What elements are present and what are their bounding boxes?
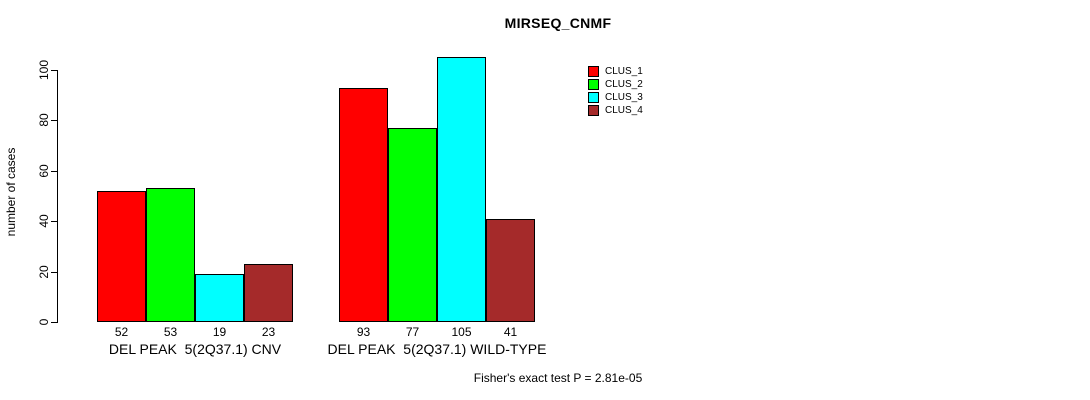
bar-value-label: 93 [356,325,371,339]
bar-clus_3-group-1 [195,274,244,322]
legend-color-swatch [588,105,599,116]
legend-item: CLUS_1 [588,66,643,77]
y-tick [51,221,57,222]
chart-title: MIRSEQ_CNMF [504,15,612,31]
y-tick [51,272,57,273]
y-tick [51,322,57,323]
bar-clus_4-group-2 [486,219,535,322]
y-axis-title: number of cases [4,147,18,237]
y-tick [51,120,57,121]
bar-clus_1-group-2 [339,88,388,322]
y-tick [51,70,57,71]
y-tick-label: 100 [37,59,51,81]
x-category-label: DEL PEAK 5(2Q37.1) WILD-TYPE [327,341,547,357]
legend-label: CLUS_4 [605,105,643,116]
bar-clus_4-group-1 [244,264,293,322]
y-tick-label: 0 [37,318,51,326]
legend-item: CLUS_2 [588,79,643,90]
y-tick-label: 20 [37,265,51,279]
x-category-label: DEL PEAK 5(2Q37.1) CNV [108,341,282,357]
bar-value-label: 77 [405,325,420,339]
bar-clus_1-group-1 [97,191,146,322]
bar-clus_3-group-2 [437,57,486,322]
legend-label: CLUS_3 [605,92,643,103]
y-tick-label: 40 [37,214,51,228]
bar-clus_2-group-2 [388,128,437,322]
bar-clus_2-group-1 [146,188,195,322]
legend-item: CLUS_3 [588,92,643,103]
legend: CLUS_1 CLUS_2 CLUS_3 CLUS_4 [588,66,643,116]
bar-value-label: 23 [261,325,276,339]
bar-value-label: 19 [212,325,227,339]
y-tick-label: 80 [37,113,51,127]
legend-color-swatch [588,79,599,90]
bar-value-label: 105 [451,325,472,339]
y-tick [51,171,57,172]
legend-label: CLUS_1 [605,66,643,77]
bar-value-label: 41 [503,325,518,339]
legend-color-swatch [588,92,599,103]
legend-label: CLUS_2 [605,79,643,90]
legend-item: CLUS_4 [588,105,643,116]
stat-annotation: Fisher's exact test P = 2.81e-05 [473,371,643,385]
bar-value-label: 52 [114,325,129,339]
bar-value-label: 53 [163,325,178,339]
y-axis-line [57,70,58,323]
legend-color-swatch [588,66,599,77]
y-tick-label: 60 [37,164,51,178]
